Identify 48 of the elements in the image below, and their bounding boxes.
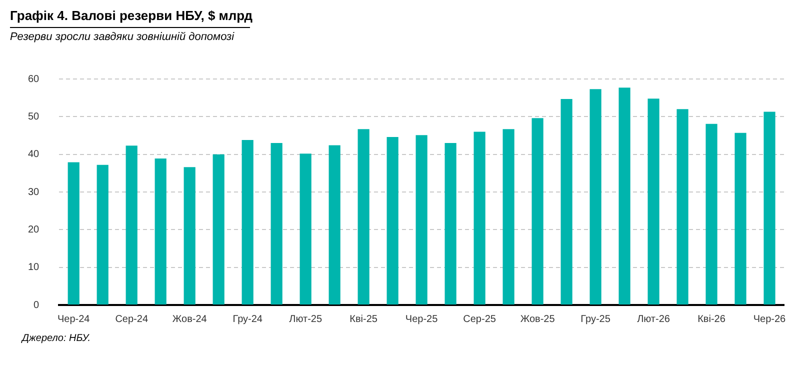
y-tick-label: 30 xyxy=(28,186,40,198)
bar xyxy=(328,145,340,304)
y-tick-label: 0 xyxy=(34,300,40,311)
x-tick-label: Лют-26 xyxy=(637,314,670,325)
bar xyxy=(706,124,718,304)
bar xyxy=(590,89,602,304)
x-tick-label: Лют-25 xyxy=(289,314,322,325)
bar xyxy=(154,158,166,304)
x-tick-label: Кві-26 xyxy=(698,314,726,325)
x-tick-label: Чер-26 xyxy=(753,314,786,325)
bar xyxy=(474,132,486,304)
x-tick-label: Сер-24 xyxy=(115,314,148,325)
bar xyxy=(416,135,428,304)
x-tick-label: Чер-25 xyxy=(405,314,438,325)
bar xyxy=(358,129,370,304)
y-tick-label: 20 xyxy=(28,224,40,236)
bar xyxy=(96,164,108,304)
bar xyxy=(444,143,456,304)
text: Джерело: НБУ. xyxy=(22,333,92,344)
bar xyxy=(676,109,688,304)
bar xyxy=(68,162,80,304)
x-tick-label: Чер-24 xyxy=(57,314,90,325)
chart-subtitle: Резерви зросли завдяки зовнішній допомозі xyxy=(10,27,250,43)
bar xyxy=(270,143,282,304)
bar xyxy=(764,112,776,304)
bar xyxy=(386,137,398,304)
x-tick-label: Сер-25 xyxy=(463,314,496,325)
chart-title: Графік 4. Валові резерви НБУ, $ млрд xyxy=(10,8,254,23)
y-tick-label: 40 xyxy=(28,149,40,160)
x-tick-label: Жов-24 xyxy=(172,314,208,325)
y-tick-label: 50 xyxy=(28,111,40,122)
bar xyxy=(532,118,544,304)
x-tick-label: Жов-25 xyxy=(520,314,556,325)
bar xyxy=(618,88,630,304)
x-tick-label: Кві-25 xyxy=(350,314,378,325)
bar xyxy=(184,167,196,304)
bar xyxy=(242,140,254,304)
bar xyxy=(734,132,746,304)
bar xyxy=(648,98,660,304)
y-tick-label: 60 xyxy=(28,74,40,85)
bar xyxy=(300,154,312,304)
bar xyxy=(126,146,138,304)
y-tick-label: 10 xyxy=(28,262,40,274)
bar xyxy=(212,154,224,304)
x-tick-label: Гру-25 xyxy=(580,314,611,325)
bar xyxy=(502,129,514,304)
x-tick-label: Гру-24 xyxy=(232,314,263,325)
bar xyxy=(560,98,572,304)
